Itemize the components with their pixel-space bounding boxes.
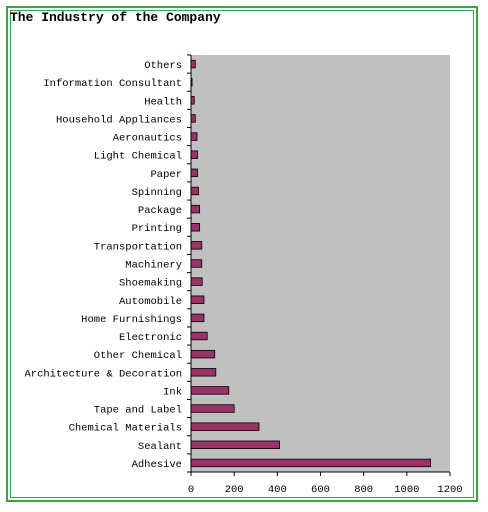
category-label: Other Chemical (94, 350, 182, 362)
bar-others (190, 59, 196, 69)
bar-ink (190, 386, 230, 395)
category-label: Information Consultant (43, 78, 182, 90)
category-label: Paper (150, 169, 182, 181)
bar-adhesive (190, 458, 431, 468)
category-label: Sealant (138, 441, 182, 453)
category-label: Shoemaking (119, 278, 182, 290)
category-label: Automobile (119, 296, 182, 308)
category-label: Health (144, 96, 182, 108)
x-tick-label: 200 (225, 484, 244, 496)
chart-title: The Industry of the Company (10, 10, 221, 25)
category-label: Ink (163, 386, 182, 398)
category-label: Machinery (125, 260, 182, 272)
category-label: Aeronautics (113, 133, 182, 145)
bar-machinery (190, 259, 203, 268)
category-label: Others (144, 60, 182, 72)
bar-chemical-materials (190, 422, 260, 431)
category-label: Tape and Label (94, 405, 182, 417)
category-label: Printing (132, 223, 182, 235)
bar-architecture-decoration (190, 368, 217, 377)
bar-printing (190, 223, 201, 232)
category-label: Light Chemical (94, 151, 182, 163)
category-label: Home Furnishings (81, 314, 182, 326)
x-tick-label: 1000 (394, 484, 419, 496)
bar-automobile (190, 295, 205, 304)
x-tick-label: 800 (354, 484, 373, 496)
bar-paper (190, 168, 198, 178)
x-tick-label: 400 (268, 484, 287, 496)
bar-household-appliances (190, 114, 196, 123)
bar-tape-and-label (190, 404, 235, 413)
bar-light-chemical (190, 150, 198, 159)
category-label: Electronic (119, 332, 182, 344)
category-label: Transportation (94, 241, 182, 253)
x-tick-label: 600 (311, 484, 330, 496)
category-label: Architecture & Decoration (24, 368, 182, 380)
plot-area (191, 55, 450, 472)
category-label: Chemical Materials (69, 423, 182, 435)
x-tick-label: 1200 (437, 484, 462, 496)
bar-aeronautics (190, 132, 198, 141)
category-label: Spinning (132, 187, 182, 199)
bar-shoemaking (190, 277, 203, 286)
bar-package (190, 204, 201, 214)
bar-other-chemical (190, 349, 216, 359)
bar-spinning (190, 186, 199, 196)
bar-transportation (190, 241, 203, 250)
chart-inner-border (10, 10, 474, 498)
bar-electronic (190, 331, 208, 341)
bar-sealant (190, 440, 280, 450)
bar-home-furnishings (190, 313, 205, 323)
category-label: Adhesive (132, 459, 182, 471)
category-label: Package (138, 205, 182, 217)
category-label: Household Appliances (56, 114, 182, 126)
x-tick-label: 0 (188, 484, 194, 496)
